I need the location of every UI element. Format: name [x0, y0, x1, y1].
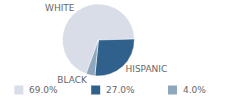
svg-text:WHITE: WHITE [45, 3, 75, 13]
svg-text:27.0%: 27.0% [106, 85, 135, 95]
svg-text:4.0%: 4.0% [183, 85, 206, 95]
svg-text:HISPANIC: HISPANIC [125, 64, 167, 74]
svg-text:69.0%: 69.0% [29, 85, 58, 95]
svg-text:BLACK: BLACK [57, 75, 88, 85]
